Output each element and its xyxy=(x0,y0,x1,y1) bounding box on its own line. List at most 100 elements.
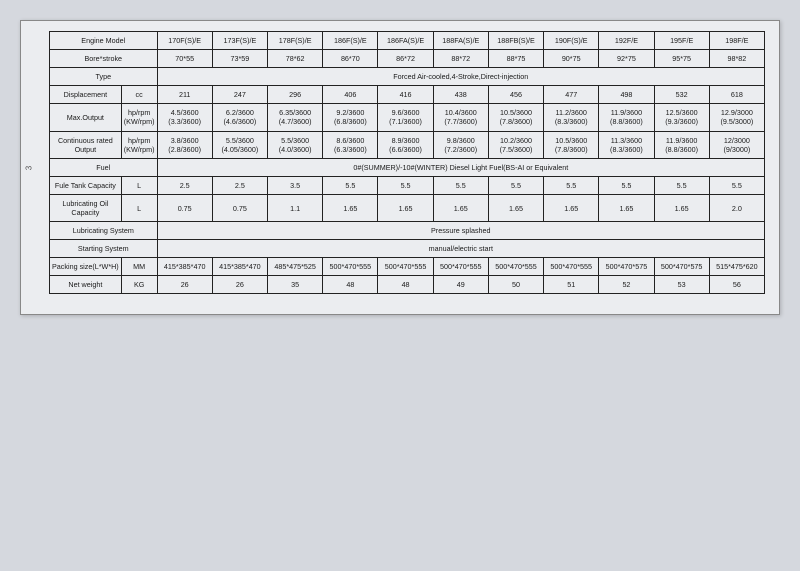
cell: 500*470*555 xyxy=(378,258,433,276)
cell-span: Pressure splashed xyxy=(157,222,764,240)
cell: 5.5 xyxy=(433,177,488,195)
cell: 10.5/3600(7.8/3600) xyxy=(544,131,599,159)
spec-sheet: 3 Engine Model170F(S)/E173F(S)/E178F(S)/… xyxy=(20,20,780,315)
cell: 198F/E xyxy=(709,32,764,50)
cell: 11.3/3600(8.3/3600) xyxy=(599,131,654,159)
cell: 12.9/3000(9.5/3000) xyxy=(709,104,764,132)
row-header: Fule Tank Capacity xyxy=(50,177,122,195)
cell: 5.5 xyxy=(709,177,764,195)
cell: 9.2/3600(6.8/3600) xyxy=(323,104,378,132)
cell: 88*72 xyxy=(433,50,488,68)
cell: 500*470*555 xyxy=(323,258,378,276)
cell: 1.65 xyxy=(378,195,433,222)
row-header: Starting System xyxy=(50,240,158,258)
cell: 51 xyxy=(544,276,599,294)
cell: 5.5 xyxy=(654,177,709,195)
cell: 1.65 xyxy=(323,195,378,222)
cell: 5.5 xyxy=(378,177,433,195)
cell: 10.5/3600(7.8/3600) xyxy=(488,104,543,132)
cell: 48 xyxy=(378,276,433,294)
row-header: Lubricating System xyxy=(50,222,158,240)
row-header: Fuel xyxy=(50,159,158,177)
cell-span: manual/electric start xyxy=(157,240,764,258)
cell: 48 xyxy=(323,276,378,294)
cell: 192F/E xyxy=(599,32,654,50)
cell: 0.75 xyxy=(212,195,267,222)
cell: 1.65 xyxy=(488,195,543,222)
cell: 35 xyxy=(268,276,323,294)
cell: 5.5 xyxy=(544,177,599,195)
cell: 532 xyxy=(654,86,709,104)
row-header: Displacement xyxy=(50,86,122,104)
cell: 10.4/3600(7.7/3600) xyxy=(433,104,488,132)
cell: 12.5/3600(9.3/3600) xyxy=(654,104,709,132)
cell: 26 xyxy=(157,276,212,294)
unit: hp/rpm(KW/rpm) xyxy=(121,131,157,159)
cell: 86*70 xyxy=(323,50,378,68)
cell: 485*475*525 xyxy=(268,258,323,276)
cell: 186FA(S)/E xyxy=(378,32,433,50)
cell: 5.5/3600(4.05/3600) xyxy=(212,131,267,159)
cell: 190F(S)/E xyxy=(544,32,599,50)
cell: 500*470*555 xyxy=(544,258,599,276)
cell: 1.65 xyxy=(599,195,654,222)
cell: 12/3000(9/3000) xyxy=(709,131,764,159)
cell: 11.9/3600(8.8/3600) xyxy=(599,104,654,132)
cell: 456 xyxy=(488,86,543,104)
cell: 6.2/3600(4.6/3600) xyxy=(212,104,267,132)
cell: 56 xyxy=(709,276,764,294)
unit: L xyxy=(121,177,157,195)
cell: 5.5 xyxy=(599,177,654,195)
cell: 26 xyxy=(212,276,267,294)
row-header: Continuous rated Output xyxy=(50,131,122,159)
cell: 11.9/3600(8.8/3600) xyxy=(654,131,709,159)
cell: 186F(S)/E xyxy=(323,32,378,50)
row-header: Bore*stroke xyxy=(50,50,158,68)
cell: 88*75 xyxy=(488,50,543,68)
cell-span: 0#(SUMMER)/-10#(WINTER) Diesel Light Fue… xyxy=(157,159,764,177)
cell: 296 xyxy=(268,86,323,104)
cell-span: Forced Air-cooled,4-Stroke,Direct-inject… xyxy=(157,68,764,86)
cell: 438 xyxy=(433,86,488,104)
cell: 86*72 xyxy=(378,50,433,68)
cell: 9.6/3600(7.1/3600) xyxy=(378,104,433,132)
cell: 247 xyxy=(212,86,267,104)
unit: L xyxy=(121,195,157,222)
cell: 6.35/3600(4.7/3600) xyxy=(268,104,323,132)
unit: MM xyxy=(121,258,157,276)
cell: 1.65 xyxy=(544,195,599,222)
cell: 415*385*470 xyxy=(157,258,212,276)
cell: 53 xyxy=(654,276,709,294)
cell: 98*82 xyxy=(709,50,764,68)
cell: 2.5 xyxy=(157,177,212,195)
cell: 1.1 xyxy=(268,195,323,222)
cell: 1.65 xyxy=(654,195,709,222)
cell: 178F(S)/E xyxy=(268,32,323,50)
cell: 10.2/3600(7.5/3600) xyxy=(488,131,543,159)
cell: 500*470*555 xyxy=(488,258,543,276)
cell: 52 xyxy=(599,276,654,294)
row-header: Net weight xyxy=(50,276,122,294)
cell: 2.0 xyxy=(709,195,764,222)
cell: 5.5 xyxy=(323,177,378,195)
cell: 416 xyxy=(378,86,433,104)
cell: 1.65 xyxy=(433,195,488,222)
row-header: Type xyxy=(50,68,158,86)
cell: 211 xyxy=(157,86,212,104)
cell: 3.5 xyxy=(268,177,323,195)
cell: 90*75 xyxy=(544,50,599,68)
cell: 500*470*555 xyxy=(433,258,488,276)
unit: cc xyxy=(121,86,157,104)
cell: 188FA(S)/E xyxy=(433,32,488,50)
cell: 8.9/3600(6.6/3600) xyxy=(378,131,433,159)
cell: 73*59 xyxy=(212,50,267,68)
cell: 170F(S)/E xyxy=(157,32,212,50)
row-header: Lubricating Oil Capacity xyxy=(50,195,122,222)
engine-spec-table: Engine Model170F(S)/E173F(S)/E178F(S)/E1… xyxy=(49,31,765,294)
cell: 92*75 xyxy=(599,50,654,68)
cell: 195F/E xyxy=(654,32,709,50)
row-header: Engine Model xyxy=(50,32,158,50)
cell: 78*62 xyxy=(268,50,323,68)
cell: 9.8/3600(7.2/3600) xyxy=(433,131,488,159)
cell: 188FB(S)/E xyxy=(488,32,543,50)
